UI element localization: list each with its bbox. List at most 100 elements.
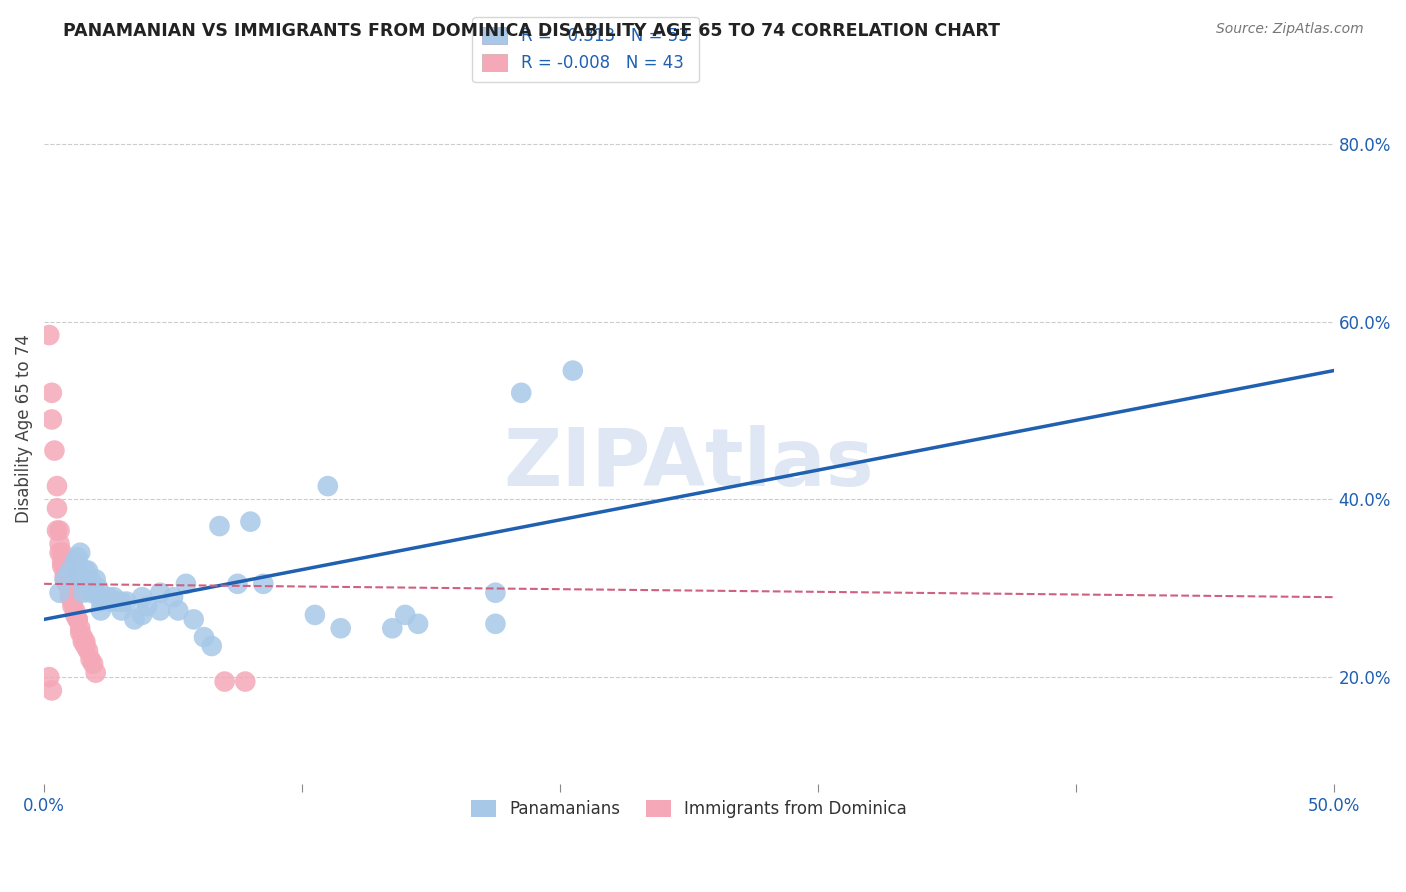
Point	[69, 621, 91, 635]
Point	[66, 612, 89, 626]
Point	[79, 573, 101, 587]
Point	[56, 573, 79, 587]
Point	[131, 590, 153, 604]
Point	[44, 443, 66, 458]
Point	[252, 577, 274, 591]
Point	[174, 577, 197, 591]
Point	[53, 573, 76, 587]
Point	[41, 412, 63, 426]
Point	[38, 670, 60, 684]
Point	[75, 634, 97, 648]
Point	[90, 594, 112, 608]
Point	[53, 568, 76, 582]
Point	[201, 639, 224, 653]
Point	[183, 612, 205, 626]
Point	[226, 577, 249, 591]
Legend: Panamanians, Immigrants from Dominica: Panamanians, Immigrants from Dominica	[464, 794, 914, 825]
Point	[56, 577, 79, 591]
Point	[193, 630, 215, 644]
Point	[41, 385, 63, 400]
Point	[53, 559, 76, 574]
Point	[103, 590, 125, 604]
Point	[46, 524, 69, 538]
Point	[75, 639, 97, 653]
Point	[136, 599, 159, 613]
Point	[510, 385, 533, 400]
Point	[48, 524, 70, 538]
Text: Source: ZipAtlas.com: Source: ZipAtlas.com	[1216, 22, 1364, 37]
Point	[51, 559, 73, 574]
Point	[82, 657, 104, 671]
Point	[110, 594, 132, 608]
Point	[79, 585, 101, 599]
Point	[63, 607, 86, 622]
Point	[394, 607, 416, 622]
Point	[100, 594, 122, 608]
Point	[406, 616, 429, 631]
Point	[131, 607, 153, 622]
Point	[329, 621, 352, 635]
Point	[62, 594, 84, 608]
Point	[56, 573, 79, 587]
Point	[59, 585, 82, 599]
Point	[59, 585, 82, 599]
Text: PANAMANIAN VS IMMIGRANTS FROM DOMINICA DISABILITY AGE 65 TO 74 CORRELATION CHART: PANAMANIAN VS IMMIGRANTS FROM DOMINICA D…	[63, 22, 1000, 40]
Point	[75, 564, 97, 578]
Point	[149, 603, 172, 617]
Point	[79, 652, 101, 666]
Point	[46, 501, 69, 516]
Point	[239, 515, 262, 529]
Point	[110, 603, 132, 617]
Point	[51, 555, 73, 569]
Point	[66, 612, 89, 626]
Point	[115, 594, 138, 608]
Point	[97, 590, 120, 604]
Point	[72, 630, 94, 644]
Point	[484, 585, 506, 599]
Point	[561, 363, 583, 377]
Point	[304, 607, 326, 622]
Point	[77, 577, 100, 591]
Point	[87, 582, 110, 596]
Point	[233, 674, 256, 689]
Point	[69, 568, 91, 582]
Point	[72, 634, 94, 648]
Point	[84, 665, 107, 680]
Point	[62, 599, 84, 613]
Point	[59, 590, 82, 604]
Point	[208, 519, 231, 533]
Point	[38, 328, 60, 343]
Point	[69, 546, 91, 560]
Point	[53, 573, 76, 587]
Point	[90, 603, 112, 617]
Point	[77, 564, 100, 578]
Point	[56, 577, 79, 591]
Point	[48, 546, 70, 560]
Point	[84, 585, 107, 599]
Point	[48, 585, 70, 599]
Point	[59, 564, 82, 578]
Point	[82, 582, 104, 596]
Point	[484, 616, 506, 631]
Point	[84, 573, 107, 587]
Point	[149, 585, 172, 599]
Point	[214, 674, 236, 689]
Point	[77, 643, 100, 657]
Text: ZIPAtlas: ZIPAtlas	[503, 425, 875, 503]
Point	[69, 625, 91, 640]
Point	[41, 683, 63, 698]
Point	[105, 594, 128, 608]
Point	[63, 555, 86, 569]
Point	[381, 621, 404, 635]
Point	[63, 603, 86, 617]
Point	[162, 590, 184, 604]
Point	[167, 603, 190, 617]
Point	[46, 479, 69, 493]
Point	[51, 546, 73, 560]
Point	[48, 537, 70, 551]
Point	[124, 612, 146, 626]
Point	[66, 550, 89, 565]
Y-axis label: Disability Age 65 to 74: Disability Age 65 to 74	[15, 334, 32, 523]
Point	[72, 585, 94, 599]
Point	[316, 479, 339, 493]
